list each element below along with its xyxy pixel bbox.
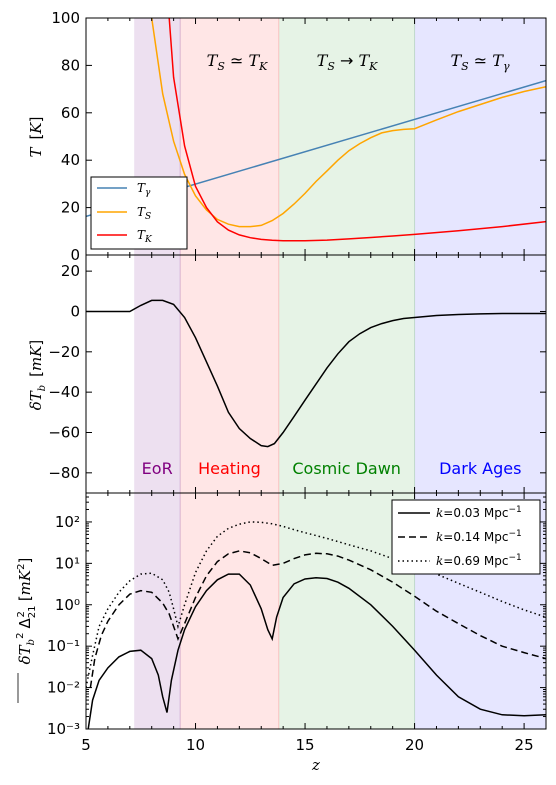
series-line-p3-1	[89, 550, 546, 688]
region-band-heating	[180, 255, 279, 493]
region-name-cosmic-dawn: Cosmic Dawn	[292, 459, 401, 478]
region-band-eor	[134, 255, 181, 493]
region-name-dark-ages: Dark Ages	[439, 459, 521, 478]
y-tick-label: 20	[61, 199, 80, 217]
region-band-eor	[134, 493, 181, 729]
y-tick-label: 40	[61, 151, 80, 169]
y-tick-label: −60	[48, 423, 80, 441]
y-tick-label: 10⁻³	[47, 720, 80, 738]
y-tick-label: 0	[70, 246, 80, 264]
x-tick-label: 20	[405, 736, 424, 754]
region-band-cosmic-dawn	[278, 18, 415, 255]
legend-label-k069: k=0.69 Mpc−1	[436, 553, 522, 568]
temperature-legend-box	[90, 176, 188, 250]
series-line-p1-1	[150, 18, 546, 228]
y-tick-label: 20	[61, 262, 80, 280]
x-tick-label: 25	[515, 736, 534, 754]
series-line-p3-0	[87, 573, 546, 729]
y-tick-label: 10⁰	[55, 596, 80, 614]
x-tick-label: 5	[81, 736, 91, 754]
series-line-p2-0	[86, 299, 546, 448]
legend-label-k014: k=0.14 Mpc−1	[436, 529, 522, 544]
y-tick-label: 80	[61, 56, 80, 74]
x-axis-label: z	[311, 756, 320, 774]
temperature-legend: Tγ TS TK	[90, 176, 188, 250]
y-tick-label: 0	[70, 302, 80, 320]
y-tick-label: 10⁻²	[47, 679, 80, 697]
region-band-heating	[180, 18, 279, 255]
y-tick-label: 10⁻¹	[47, 637, 80, 655]
legend-label-ts: TS	[137, 205, 151, 222]
power-y-label-text: δTb2Δ212[mK2]	[15, 558, 38, 665]
power-y-label: δTb2Δ212[mK2]	[15, 558, 38, 703]
legend-label-tk: TK	[137, 228, 153, 245]
region-name-eor: EoR	[142, 459, 173, 478]
power-legend: k=0.03 Mpc−1 k=0.14 Mpc−1 k=0.69 Mpc−1	[391, 499, 541, 575]
region-band-dark-ages	[414, 18, 546, 255]
y-tick-label: 10²	[55, 513, 80, 531]
legend-label-tgamma: Tγ	[137, 181, 151, 198]
region-band-dark-ages	[414, 255, 546, 493]
region-label-ts-approx-tk: TS ≃ TK	[207, 51, 268, 73]
region-name-heating: Heating	[198, 459, 261, 478]
region-band-cosmic-dawn	[278, 255, 415, 493]
region-band-heating	[180, 493, 279, 729]
y-tick-label: 60	[61, 104, 80, 122]
x-tick-label: 10	[186, 736, 205, 754]
y-tick-label: 10¹	[55, 554, 80, 572]
x-tick-label: 15	[296, 736, 315, 754]
temperature-panel: 0 20 40 60 80 100 T[K] TS ≃ TK TS → TK TS ≃ T…	[27, 9, 547, 264]
y-tick-label: 100	[51, 9, 80, 27]
temperature-y-label: T[K]	[27, 117, 45, 158]
legend-label-k003: k=0.03 Mpc−1	[436, 505, 522, 520]
power-panel-frame	[85, 492, 547, 730]
y-tick-label: −40	[48, 383, 80, 401]
brightness-y-label: δTb[mK]	[27, 340, 48, 411]
y-tick-label: −20	[48, 343, 80, 361]
power-spectrum-panel: 5 10 15 20 25 10² 10¹ 10⁰ 10⁻¹ 10⁻² 10⁻³ δTb2Δ212[…	[15, 492, 547, 774]
y-tick-label: −80	[48, 464, 80, 482]
region-label-ts-to-tk: TS → TK	[317, 51, 378, 73]
brightness-temperature-panel: 20 0 −20 −40 −60 −80 δTb[mK] EoR Heating Cosmic…	[27, 254, 547, 494]
series-line-p1-2	[168, 18, 546, 242]
region-label-ts-approx-tgamma: TS ≃ Tγ	[450, 51, 509, 73]
